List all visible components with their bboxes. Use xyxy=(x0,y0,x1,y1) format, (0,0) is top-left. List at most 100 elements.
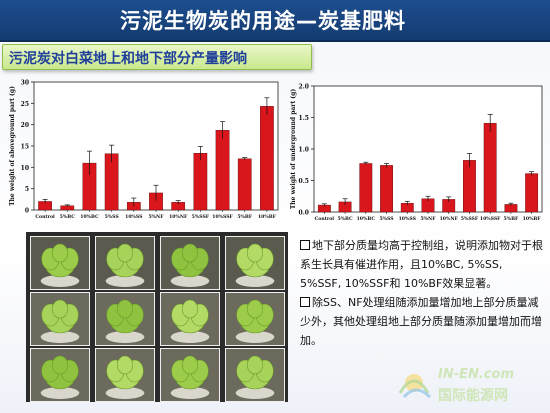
cabbage-photo xyxy=(95,292,155,346)
pot-rim xyxy=(105,331,145,343)
chart-svg-0: 0 5 10 15 20 25 30 The weight of aboveground pa… xyxy=(9,80,279,220)
y-tick-label: 15 xyxy=(21,144,29,151)
cabbage-photo xyxy=(30,292,90,346)
bar-10%SSF xyxy=(483,122,497,213)
cabbage-leaf xyxy=(181,299,199,319)
x-tick-label-10%BF: 10%BF xyxy=(258,214,277,220)
pot-rim xyxy=(170,331,210,343)
x-tick-label-10%NF: 10%NF xyxy=(169,214,188,220)
y-tick-label: 10 xyxy=(21,165,29,172)
x-tick-label-Control: Control xyxy=(35,214,55,220)
checkbox-bullet-icon xyxy=(300,240,310,250)
cabbage-plant-image xyxy=(96,349,154,401)
cabbage-plant-image xyxy=(161,293,219,345)
pot-rim xyxy=(235,387,275,399)
x-tick-label-5%BF: 5%BF xyxy=(504,216,519,222)
pot-rim xyxy=(235,331,275,343)
cabbage-leaf xyxy=(246,299,264,319)
cabbage-photo-grid xyxy=(26,232,288,402)
cabbage-photo xyxy=(95,236,155,290)
y-tick-label: 1.5 xyxy=(299,115,309,122)
cabbage-photo xyxy=(95,348,155,402)
cabbage-plant-image xyxy=(226,349,284,401)
plot-frame xyxy=(313,85,543,213)
bar-10%SSF xyxy=(215,130,230,211)
x-tick-label-10%BC: 10%BC xyxy=(80,214,99,220)
cabbage-plant-image xyxy=(31,237,89,289)
bar-5%BF xyxy=(237,158,252,211)
x-tick-label-10%NF: 10%NF xyxy=(440,216,459,222)
x-tick-label-5%SS: 5%SS xyxy=(379,216,394,222)
page-title: 污泥生物炭的用途—炭基肥料 xyxy=(120,9,406,33)
cabbage-plant-image xyxy=(226,293,284,345)
x-tick-label-10%BF: 10%BF xyxy=(523,216,542,222)
pot-rim xyxy=(40,275,80,287)
x-tick-label-Control: Control xyxy=(315,216,335,222)
cabbage-photo xyxy=(160,236,220,290)
pot-rim xyxy=(40,387,80,399)
cabbage-plant-image xyxy=(31,349,89,401)
cabbage-photo xyxy=(225,236,285,290)
y-tick-label: 5 xyxy=(25,186,29,193)
cabbage-photo xyxy=(160,292,220,346)
cabbage-photo xyxy=(30,348,90,402)
bar-10%BC xyxy=(359,163,373,213)
bar-5%SSF xyxy=(463,160,476,213)
x-tick-label-10%SS: 10%SS xyxy=(125,214,143,220)
sun-leaf-logo-icon xyxy=(398,374,432,399)
note-2: 除SS、NF处理组随添加量增加地上部分质量减少外，其他处理组地上部分质量随添加量… xyxy=(300,293,544,350)
pot-rim xyxy=(235,275,275,287)
bar-10%BF xyxy=(525,173,539,213)
pot-rim xyxy=(170,387,210,399)
cabbage-plant-image xyxy=(226,237,284,289)
x-tick-label-10%SSF: 10%SSF xyxy=(212,214,233,220)
x-tick-label-5%BC: 5%BC xyxy=(337,216,353,222)
cabbage-photo xyxy=(30,236,90,290)
cabbage-leaf xyxy=(51,355,69,375)
y-tick-label: 0.5 xyxy=(299,178,309,185)
cabbage-photo xyxy=(160,348,220,402)
pot-rim xyxy=(105,387,145,399)
cabbage-leaf xyxy=(181,355,199,375)
y-tick-label: 25 xyxy=(21,101,29,108)
pot-rim xyxy=(105,275,145,287)
y-axis-label: The weight of underground part (g) xyxy=(290,89,297,209)
cabbage-plant-image xyxy=(31,293,89,345)
x-tick-label-5%SSF: 5%SSF xyxy=(461,216,479,222)
bar-5%SSF xyxy=(193,153,208,211)
cabbage-leaf xyxy=(116,243,134,263)
bar-5%SS xyxy=(380,165,393,213)
y-tick-label: 1.0 xyxy=(299,147,309,154)
pot-rim xyxy=(170,275,210,287)
pot-rim xyxy=(40,331,80,343)
cabbage-photo xyxy=(225,292,285,346)
cabbage-leaf xyxy=(246,243,264,263)
watermark-logo: IN-EN.com 国际能源网 xyxy=(394,363,544,409)
watermark-line2: 国际能源网 xyxy=(438,388,508,404)
note-2-text: 除SS、NF处理组随添加量增加地上部分质量减少外，其他处理组地上部分质量随添加量… xyxy=(300,296,542,347)
cabbage-leaf xyxy=(116,355,134,375)
y-tick-label: 2.0 xyxy=(299,84,309,91)
x-tick-label-5%SS: 5%SS xyxy=(105,214,120,220)
underground-chart: 0.0 0.5 1.0 1.5 2.0 The weight of underground… xyxy=(288,78,546,228)
aboveground-chart: 0 5 10 15 20 25 30 The weight of aboveground pa… xyxy=(6,76,282,226)
x-tick-label-5%BF: 5%BF xyxy=(237,214,252,220)
y-tick-label: 30 xyxy=(21,80,29,87)
y-tick-label: 0.0 xyxy=(299,210,309,217)
title-bar: 污泥生物炭的用途—炭基肥料 xyxy=(0,0,550,42)
x-tick-label-5%BC: 5%BC xyxy=(60,214,76,220)
x-tick-label-5%SSF: 5%SSF xyxy=(192,214,210,220)
cabbage-plant-image xyxy=(161,349,219,401)
x-tick-label-10%BC: 10%BC xyxy=(357,216,376,222)
cabbage-plant-image xyxy=(161,237,219,289)
cabbage-leaf xyxy=(181,243,199,263)
x-tick-label-10%SSF: 10%SSF xyxy=(480,216,501,222)
note-1-text: 地下部分质量均高于控制组，说明添加物对于根系生长具有催进作用，且10%BC, 5… xyxy=(300,239,543,290)
cabbage-plant-image xyxy=(96,237,154,289)
checkbox-bullet-icon xyxy=(300,297,310,307)
bar-10%BF xyxy=(260,106,274,211)
notes-panel: 地下部分质量均高于控制组，说明添加物对于根系生长具有催进作用，且10%BC, 5… xyxy=(300,236,544,350)
cabbage-photo xyxy=(225,348,285,402)
y-tick-label: 20 xyxy=(21,122,29,129)
